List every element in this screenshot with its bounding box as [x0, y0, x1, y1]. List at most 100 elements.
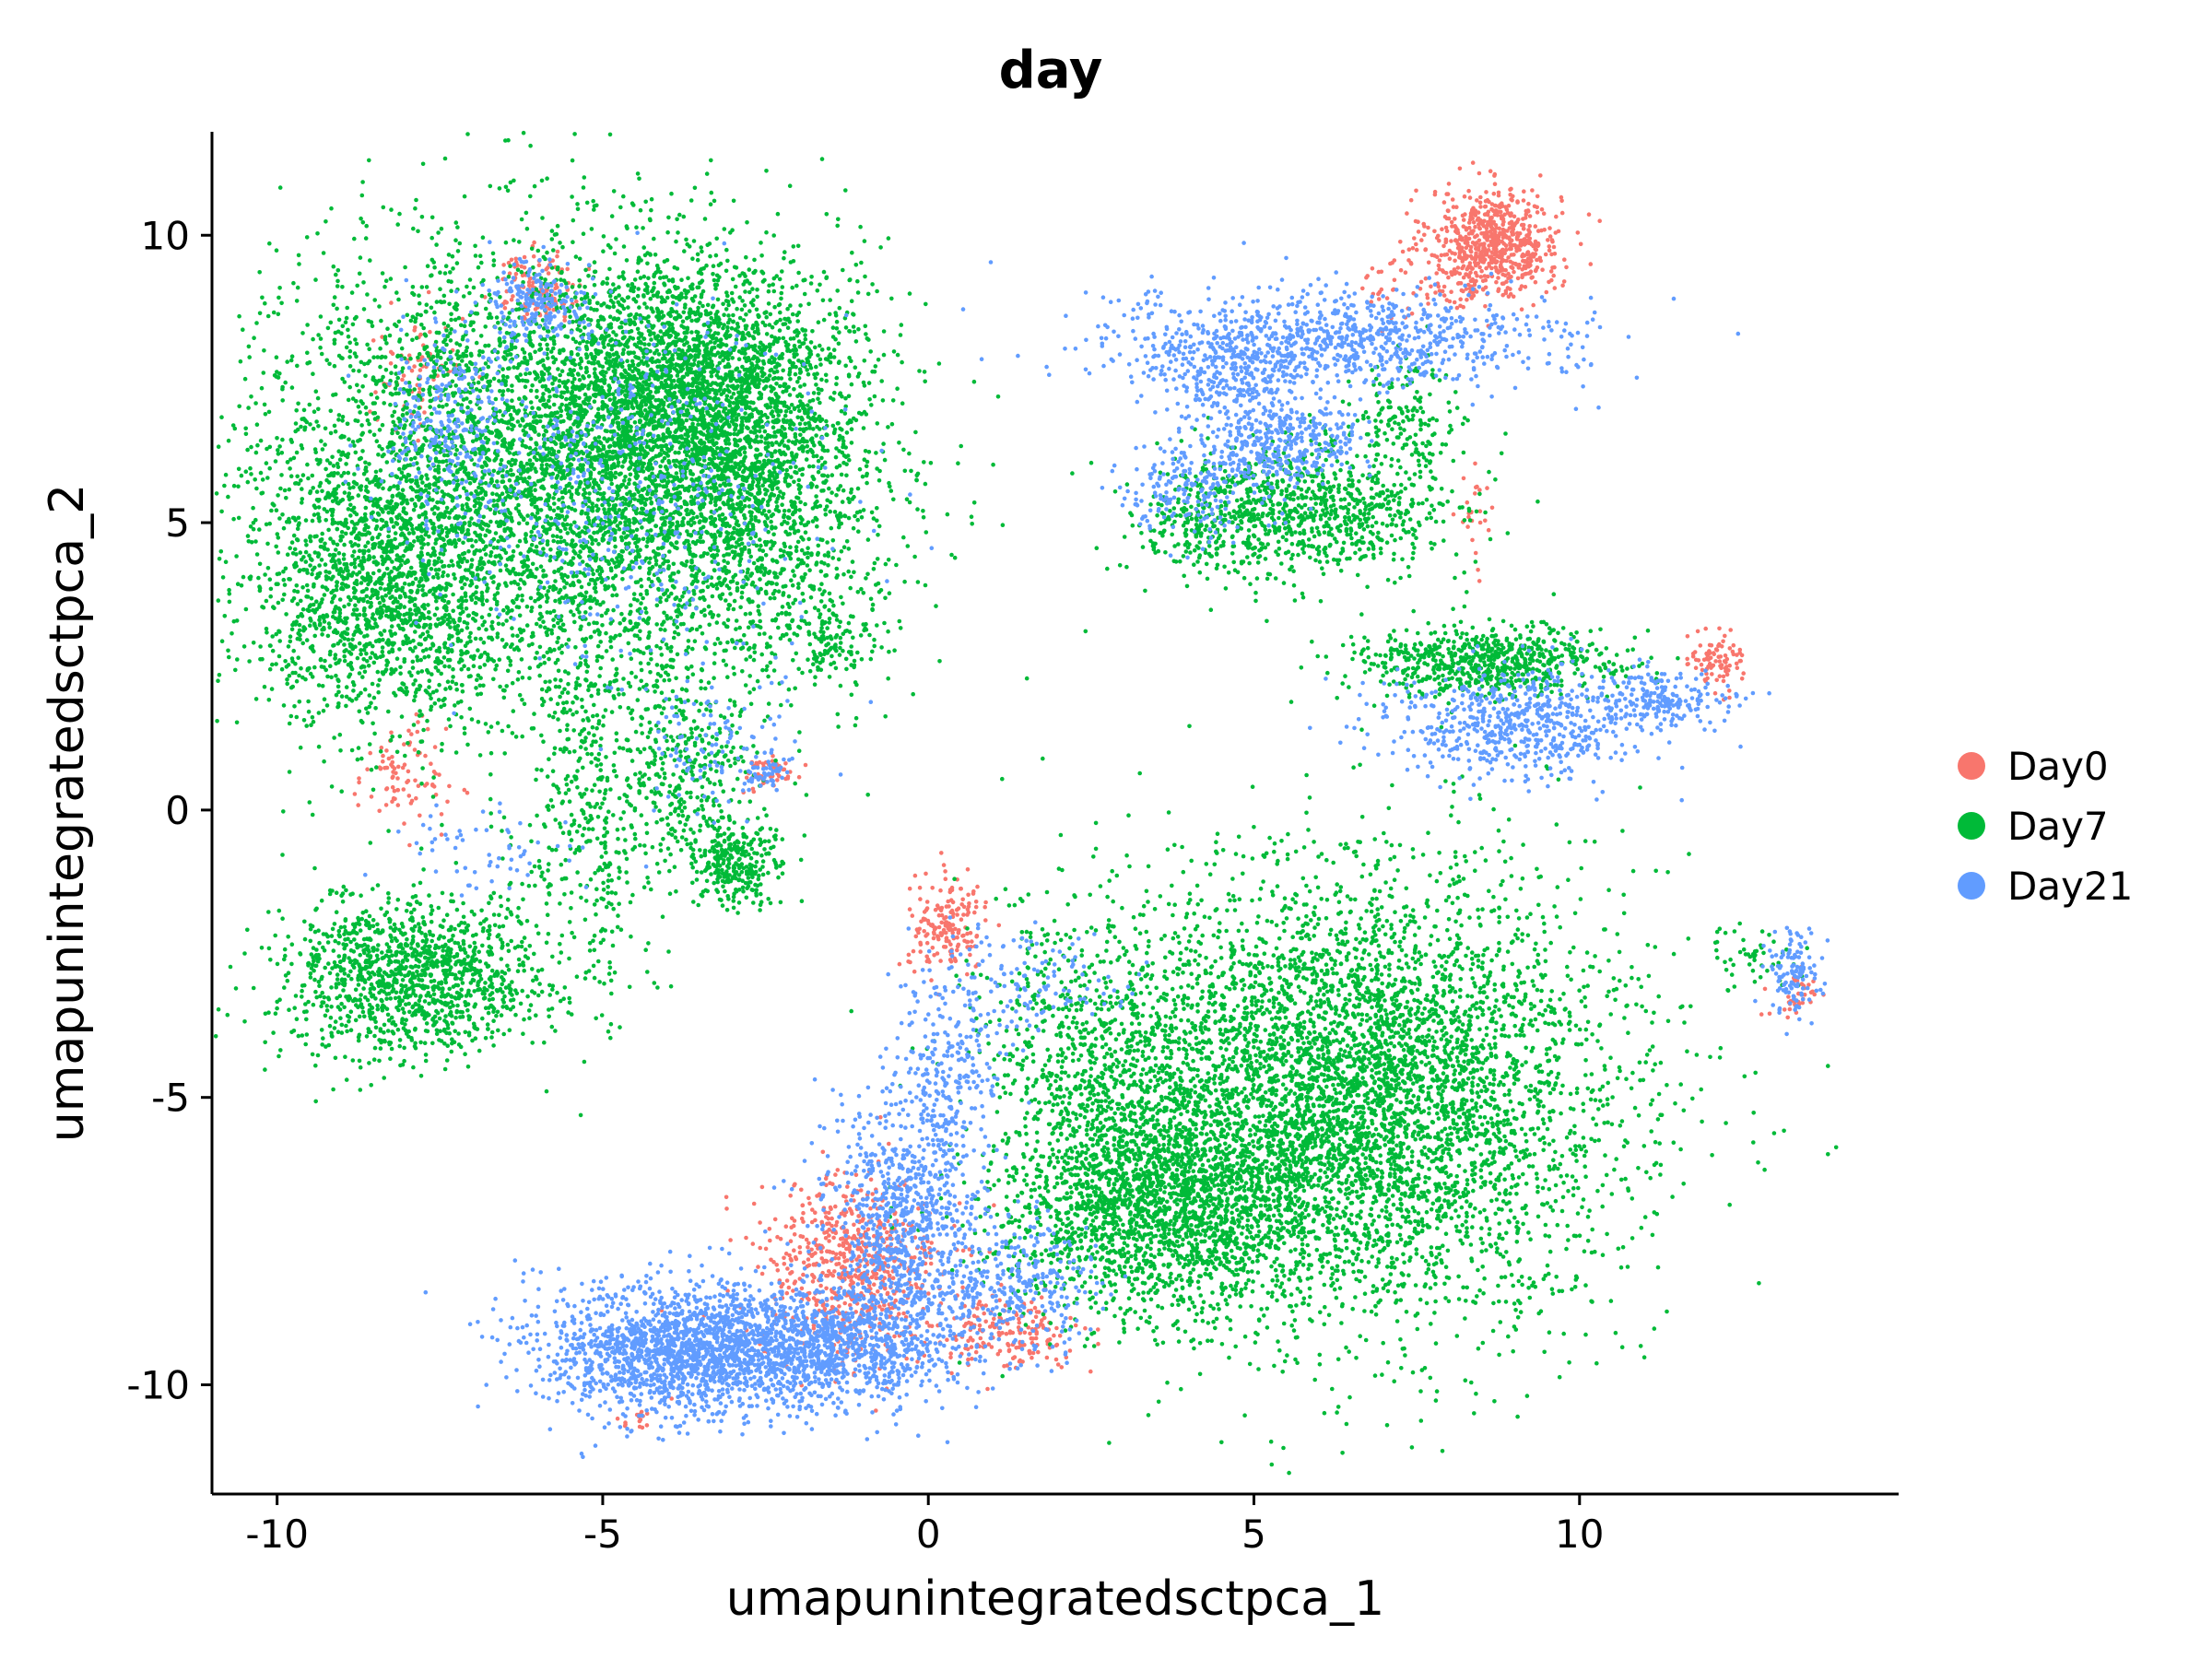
data-point [302, 427, 307, 432]
data-point [462, 194, 467, 199]
data-point [713, 253, 719, 258]
data-point [1450, 197, 1455, 202]
data-point [917, 926, 922, 932]
data-point [219, 415, 224, 420]
data-point [357, 456, 362, 462]
data-point [760, 667, 765, 673]
data-point [496, 539, 500, 544]
data-point [1449, 239, 1453, 243]
data-point [1521, 222, 1526, 228]
data-point [1552, 252, 1558, 256]
data-point [985, 1386, 990, 1392]
data-point [876, 1288, 880, 1294]
data-point [1006, 1341, 1010, 1347]
data-point [381, 389, 386, 394]
data-point [430, 782, 435, 788]
data-point [453, 238, 458, 243]
data-point [1509, 186, 1513, 192]
data-point [573, 254, 579, 259]
data-point [724, 1206, 729, 1211]
data-point [1422, 224, 1427, 229]
data-point [530, 406, 535, 410]
data-point [288, 639, 293, 644]
data-point [1033, 1314, 1039, 1320]
data-point [1698, 643, 1703, 648]
data-point [1483, 277, 1488, 283]
data-point [852, 1222, 856, 1228]
data-point [674, 239, 678, 244]
data-point [417, 300, 422, 306]
data-point [622, 478, 627, 483]
data-point [560, 495, 565, 500]
data-point [439, 747, 444, 753]
data-point [1528, 256, 1533, 262]
data-point [1483, 518, 1488, 524]
data-point [1503, 290, 1509, 296]
data-point [586, 621, 592, 627]
data-point [724, 663, 729, 667]
data-point [1405, 211, 1409, 216]
data-point [1526, 228, 1531, 232]
data-point [1439, 253, 1444, 258]
data-point [496, 621, 501, 627]
data-point [506, 724, 511, 729]
data-point [1711, 651, 1716, 655]
data-point [429, 257, 435, 263]
data-point [1717, 659, 1723, 664]
data-point [1467, 225, 1472, 230]
data-point [592, 466, 596, 472]
data-point [1432, 192, 1438, 197]
data-point [1467, 261, 1473, 265]
data-point [395, 776, 400, 781]
data-point [759, 652, 764, 657]
data-point [611, 636, 617, 641]
data-point [960, 1248, 966, 1253]
data-point [764, 667, 769, 673]
data-point [336, 317, 342, 323]
data-point [947, 904, 951, 909]
data-point [842, 1259, 847, 1264]
data-point [513, 271, 519, 276]
data-point [614, 237, 618, 241]
data-point [339, 530, 345, 535]
data-point [881, 352, 887, 358]
data-point [396, 297, 401, 302]
data-point [764, 169, 769, 173]
data-point [454, 261, 460, 265]
data-point [975, 884, 980, 889]
data-point [218, 549, 224, 554]
data-point [1456, 280, 1462, 286]
data-point [469, 516, 474, 521]
data-point [353, 337, 358, 342]
data-point [1493, 260, 1499, 265]
data-point [788, 303, 793, 308]
data-point [1526, 201, 1531, 206]
data-point [443, 726, 449, 732]
data-point [371, 571, 376, 576]
data-point [820, 298, 826, 303]
data-point [491, 376, 497, 382]
data-point [1721, 674, 1726, 679]
data-point [797, 1245, 803, 1250]
data-point [503, 563, 509, 568]
data-point [853, 1172, 859, 1178]
data-point [340, 415, 346, 419]
data-point [1457, 253, 1462, 259]
data-point [799, 1187, 804, 1193]
data-point [832, 510, 838, 514]
data-point [1479, 255, 1485, 260]
data-point [1471, 278, 1477, 284]
data-point [1457, 166, 1463, 171]
data-point [782, 1262, 787, 1266]
data-point [300, 473, 306, 477]
data-point [486, 457, 491, 462]
data-point [672, 585, 677, 590]
data-point [1734, 661, 1739, 666]
data-point [680, 594, 685, 599]
data-point [870, 282, 875, 287]
data-point [476, 719, 481, 724]
data-point [935, 935, 940, 940]
data-point [960, 934, 965, 938]
data-point [1524, 238, 1530, 243]
data-point [1461, 288, 1465, 294]
